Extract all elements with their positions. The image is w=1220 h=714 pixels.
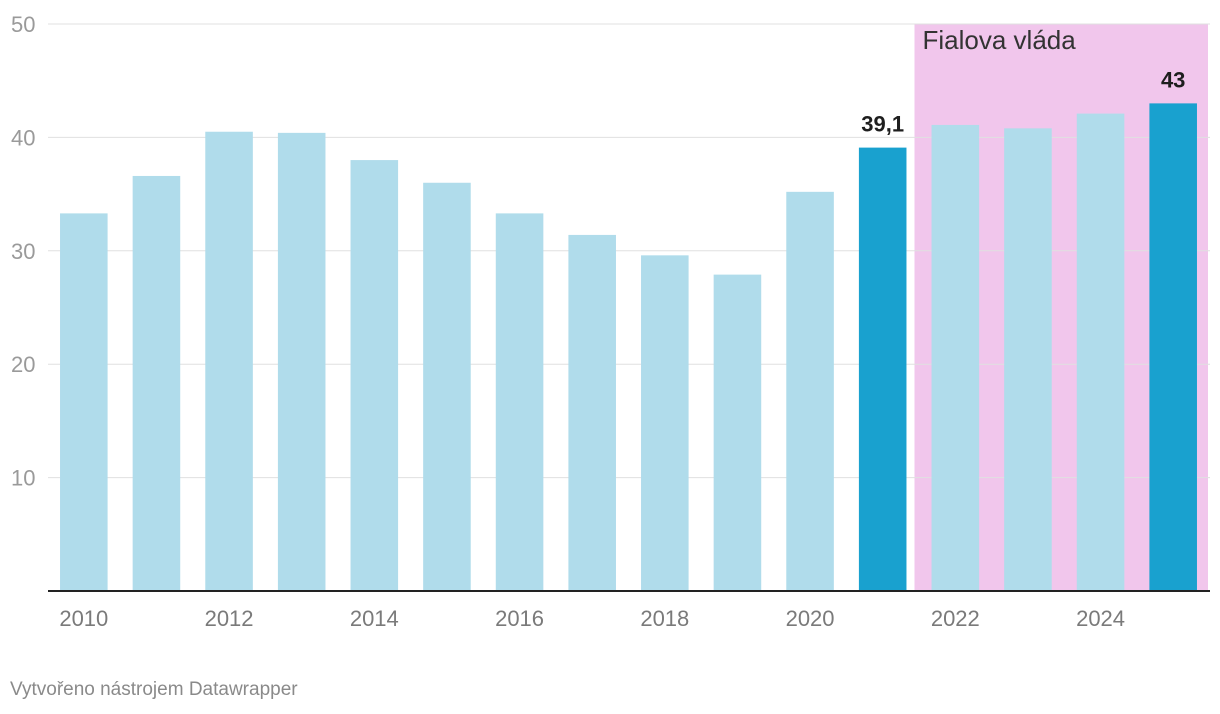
x-tick-label: 2018 [640, 606, 689, 631]
bar-2022 [931, 124, 980, 592]
bar-chart: Fialova vláda 10 20 30 40 50 39,1 43 2010 2012 201… [11, 12, 1210, 631]
bar-2025 [1149, 103, 1197, 591]
y-tick-label: 20 [11, 352, 35, 377]
y-tick-label: 30 [11, 239, 35, 264]
bar-2010 [60, 213, 108, 592]
bar-2021 [858, 147, 907, 591]
x-tick-label: 2020 [786, 606, 835, 631]
x-tick-label: 2012 [205, 606, 254, 631]
x-tick-label: 2010 [59, 606, 108, 631]
y-tick-label: 10 [11, 466, 35, 491]
bar-2011 [132, 175, 181, 591]
bar-2017 [568, 234, 616, 591]
bar-2013 [277, 132, 326, 591]
x-tick-label: 2014 [350, 606, 399, 631]
bar-2023 [1004, 128, 1052, 591]
y-tick-label: 40 [11, 125, 35, 150]
bar-2018 [641, 255, 689, 591]
credit-text: Vytvořeno nástrojem Datawrapper [10, 679, 298, 700]
bar-2019 [713, 274, 762, 591]
bar-2014 [350, 160, 399, 591]
bars [60, 103, 1197, 592]
x-tick-label: 2022 [931, 606, 980, 631]
x-tick-label: 2024 [1076, 606, 1125, 631]
bar-2012 [205, 131, 253, 592]
shaded-region-label: Fialova vláda [923, 25, 1077, 55]
bar-2016 [495, 213, 544, 592]
bar-2020 [786, 191, 834, 591]
bar-2015 [423, 182, 471, 591]
x-tick-label: 2016 [495, 606, 544, 631]
y-tick-label: 50 [11, 12, 35, 37]
data-label-2025: 43 [1161, 67, 1185, 92]
labels: Fialova vláda 10 20 30 40 50 39,1 43 2010 2012 201… [11, 12, 1210, 631]
data-label-2021: 39,1 [861, 112, 904, 137]
bar-2024 [1076, 113, 1125, 591]
